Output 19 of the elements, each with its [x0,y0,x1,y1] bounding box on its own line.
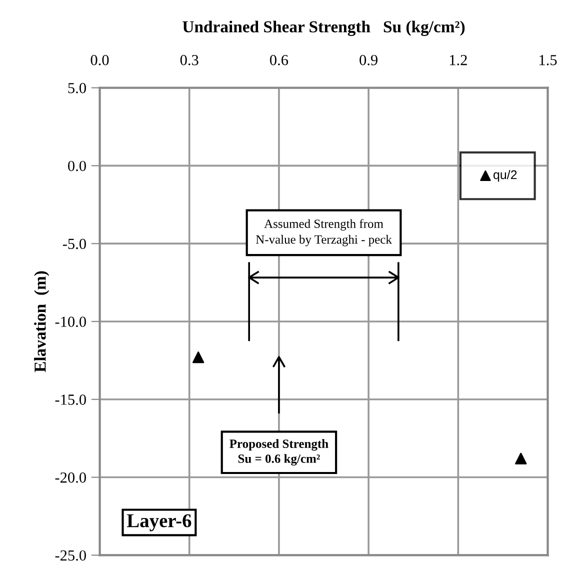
y-tick-label: -15.0 [55,394,86,405]
x-tick-label: 0.9 [360,54,378,66]
x-tick-label: 1.5 [540,54,557,66]
legend-label: qu/2 [494,170,517,182]
y-tick-label: 5.0 [68,82,86,94]
y-tick-label: 0.0 [68,160,86,172]
x-tick-label: 0.6 [270,54,288,66]
y-axis-title: Elavation (m) [34,271,50,372]
annotation: Layer-6 [126,514,192,532]
annotation: Proposed Strength Su = 0.6 kg/cm² [230,439,328,466]
y-tick-label: -20.0 [55,472,86,483]
y-tick-label: -25.0 [55,550,86,561]
y-tick-label: -5.0 [62,238,86,250]
x-axis-title: Undrained Shear Strength Su (kg/cm²) [182,20,465,36]
y-tick-label: -10.0 [55,316,86,327]
x-tick-label: 0.0 [90,54,109,66]
x-tick-label: 0.3 [180,54,198,66]
annotation: Assumed Strength from N-value by Terzaghi - peck [256,219,392,246]
x-tick-label: 1.2 [450,54,467,66]
